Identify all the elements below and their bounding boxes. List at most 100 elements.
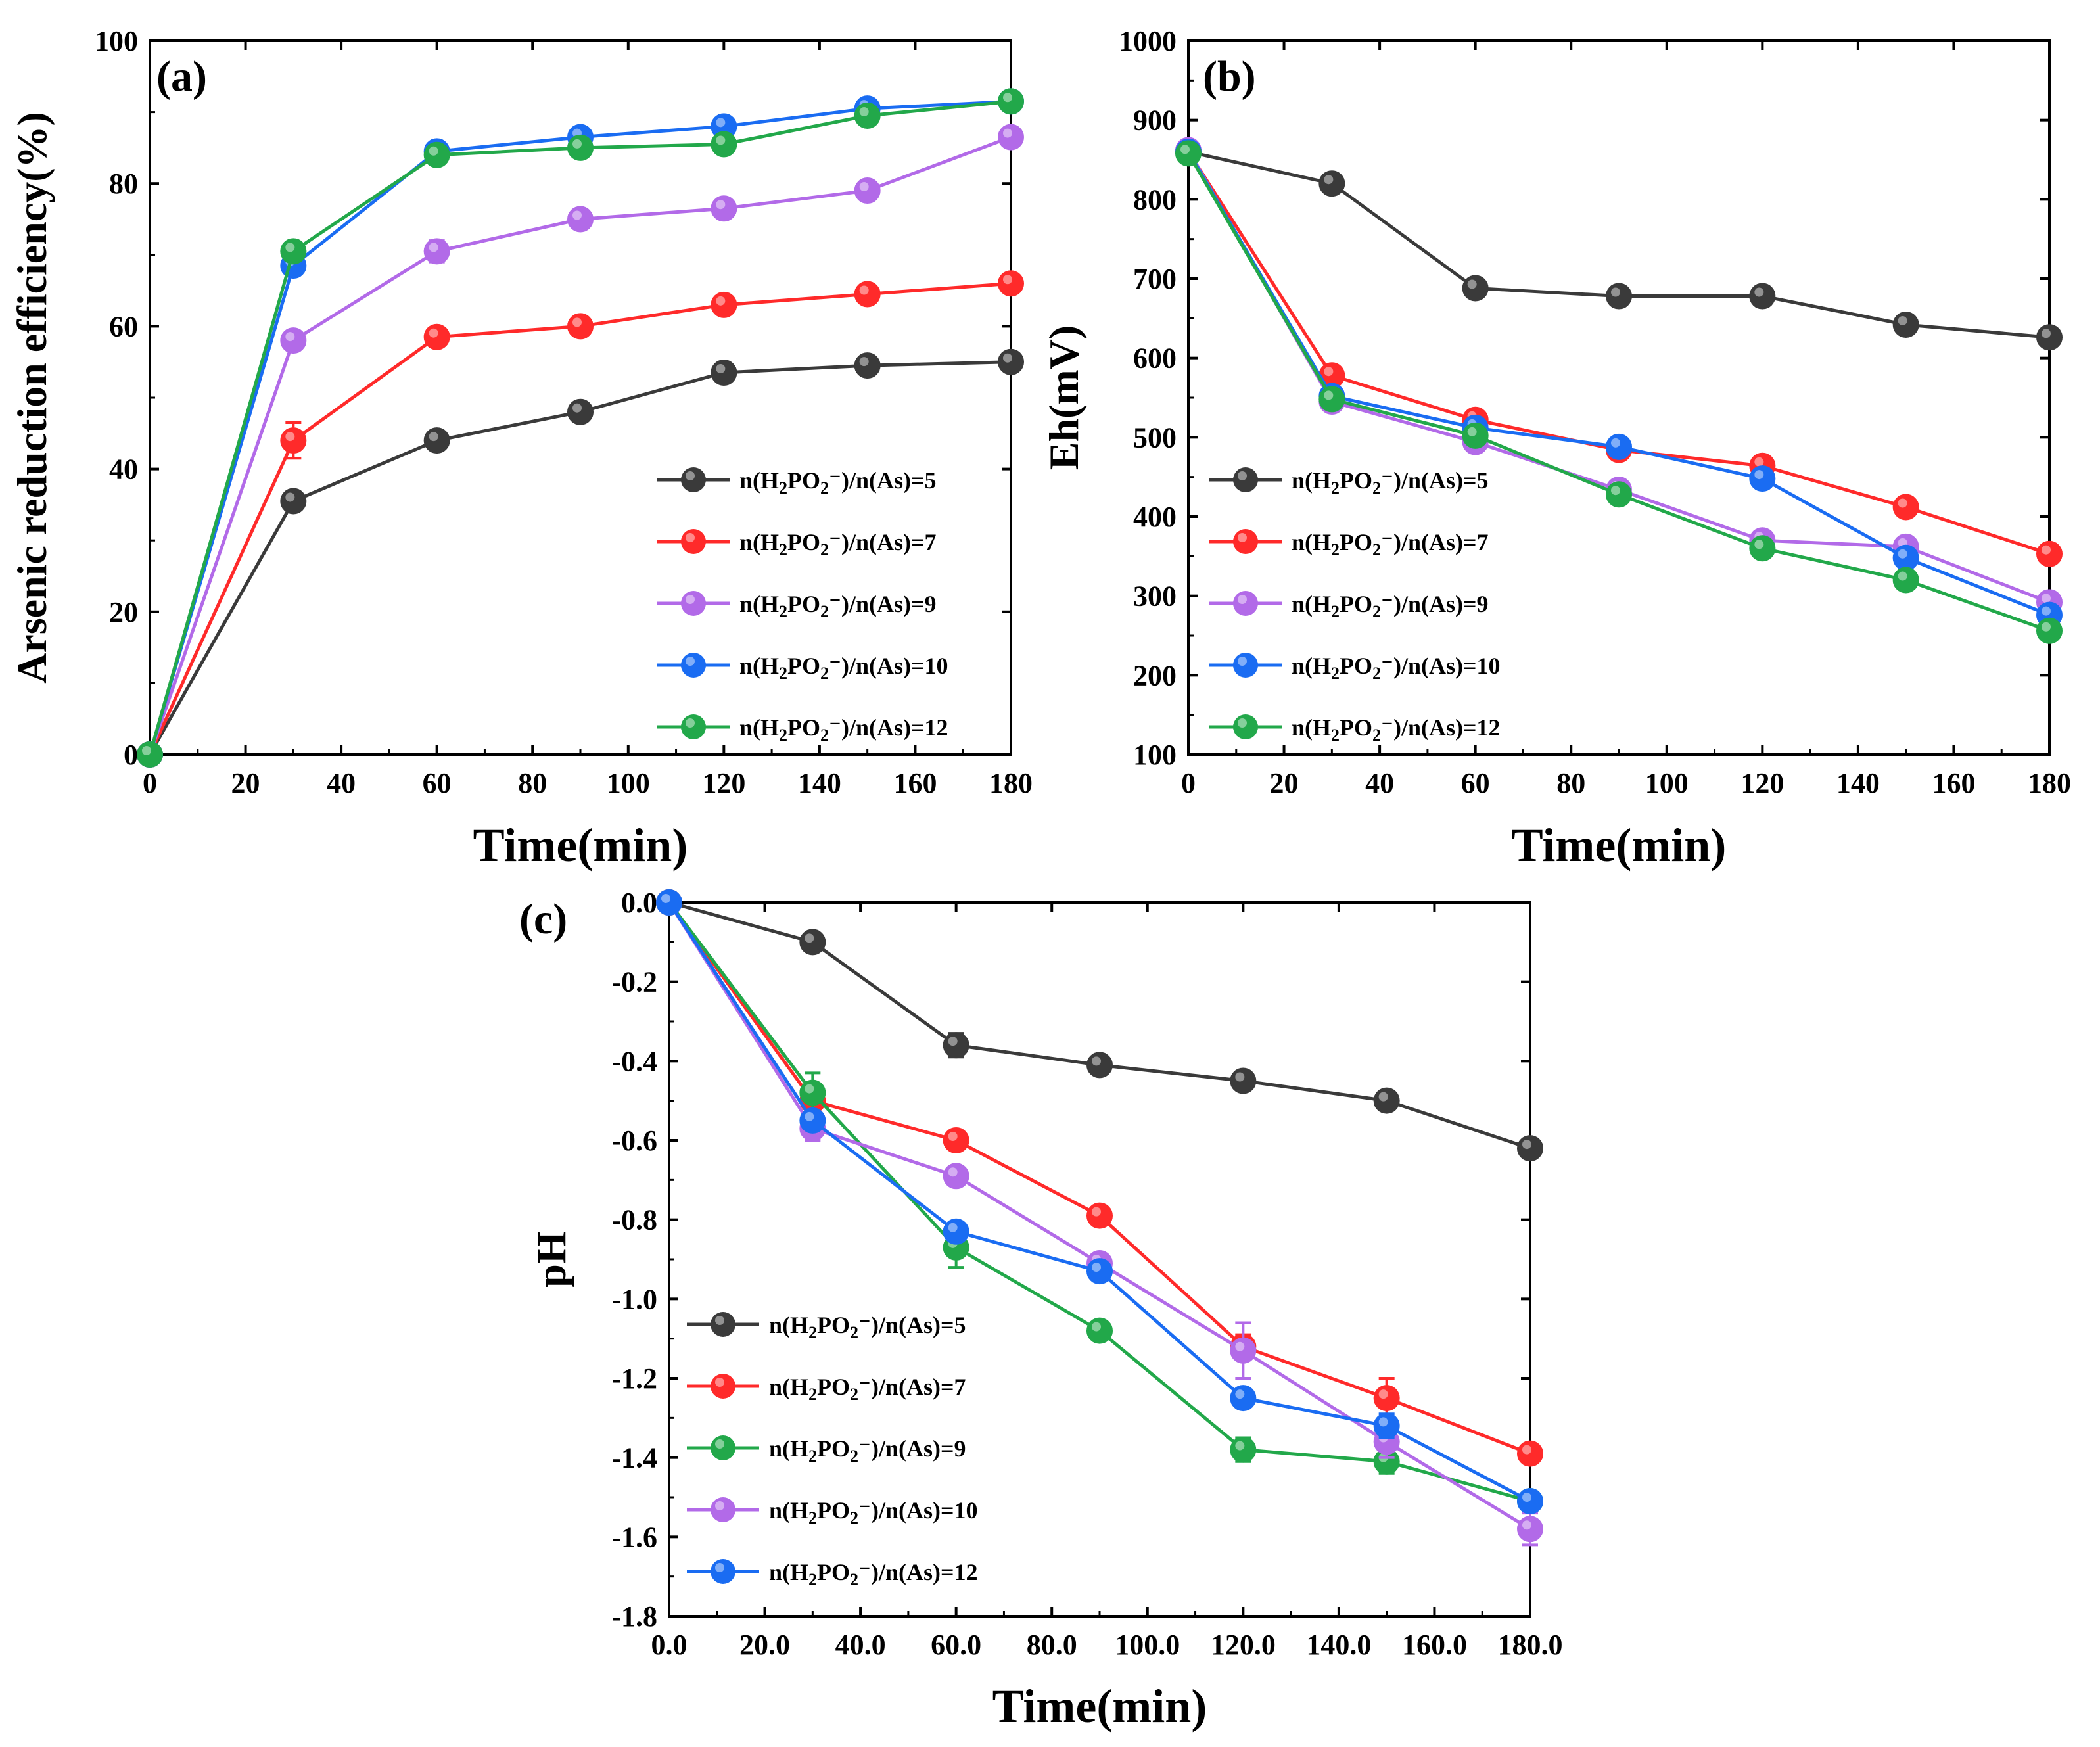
- data-point: [1462, 422, 1489, 449]
- legend-marker: [681, 529, 706, 554]
- series-line: [667, 901, 1531, 1503]
- data-point: [1606, 283, 1632, 310]
- legend-marker-highlight: [1238, 533, 1247, 542]
- x-tick-label: 0: [143, 767, 157, 799]
- data-point-highlight: [1378, 1389, 1388, 1399]
- x-tick-label: 40: [1365, 767, 1394, 799]
- data-point: [799, 929, 826, 956]
- legend: n(H2PO2⁻)/n(As)=5 n(H2PO2⁻)/n(As)=7 n(H2PO…: [1209, 467, 1501, 745]
- legend-label: n(H2PO2⁻)/n(As)=10: [739, 653, 948, 683]
- legend-marker: [1233, 714, 1258, 739]
- legend-label: n(H2PO2⁻)/n(As)=9: [739, 591, 937, 621]
- legend-label: n(H2PO2⁻)/n(As)=9: [769, 1435, 966, 1466]
- x-tick-label: 20: [231, 767, 260, 799]
- series-5: [656, 889, 1543, 1515]
- x-tick-label: 100.0: [1115, 1629, 1180, 1661]
- data-point-highlight: [1378, 1417, 1388, 1427]
- y-tick-label: 900: [1133, 105, 1177, 137]
- legend-label: n(H2PO2⁻)/n(As)=12: [1292, 714, 1501, 745]
- x-tick-label: 120: [1740, 767, 1784, 799]
- data-point: [711, 291, 737, 318]
- legend-marker-highlight: [715, 1378, 724, 1387]
- data-point-highlight: [1092, 1207, 1101, 1217]
- data-point-highlight: [142, 746, 151, 755]
- data-point-highlight: [1092, 1056, 1101, 1066]
- series-2: [137, 270, 1024, 768]
- x-tick-label: 80.0: [1027, 1629, 1077, 1661]
- y-tick-label: 300: [1133, 580, 1177, 613]
- y-tick-label: -1.2: [611, 1363, 657, 1395]
- data-point: [943, 1032, 969, 1059]
- y-tick-label: 100: [95, 25, 138, 57]
- series-line: [667, 901, 1531, 1455]
- x-tick-label: 60.0: [931, 1629, 981, 1661]
- data-point: [1086, 1317, 1113, 1344]
- legend-marker: [711, 1374, 735, 1399]
- legend-marker-highlight: [1238, 595, 1247, 604]
- data-point-highlight: [1754, 287, 1764, 297]
- series-line: [1188, 150, 2050, 339]
- data-point-highlight: [859, 182, 869, 192]
- y-tick-label: 800: [1133, 183, 1177, 216]
- x-tick-label: 0: [1181, 767, 1196, 799]
- data-point: [2036, 617, 2063, 644]
- data-point-highlight: [948, 1223, 958, 1232]
- y-tick-label: 1000: [1119, 25, 1177, 57]
- legend-label: n(H2PO2⁻)/n(As)=7: [1292, 529, 1489, 559]
- data-point: [854, 281, 881, 308]
- data-point: [998, 124, 1024, 151]
- data-point: [1892, 567, 1919, 594]
- legend-marker: [711, 1559, 735, 1584]
- legend-marker-highlight: [686, 718, 695, 728]
- data-point: [711, 359, 737, 386]
- x-tick-label: 40.0: [835, 1629, 886, 1661]
- data-point-highlight: [285, 432, 295, 442]
- y-tick-label: 0.0: [621, 887, 657, 919]
- data-point: [1749, 535, 1776, 562]
- data-point: [1373, 1385, 1400, 1412]
- series-line: [148, 281, 1012, 756]
- legend-marker: [681, 467, 706, 492]
- data-point-highlight: [2042, 329, 2051, 338]
- y-tick-label: -1.4: [611, 1442, 657, 1474]
- data-point: [280, 238, 307, 265]
- data-point: [1749, 283, 1776, 310]
- legend-label: n(H2PO2⁻)/n(As)=5: [769, 1312, 966, 1342]
- series-3: [656, 889, 1543, 1515]
- legend-label: n(H2PO2⁻)/n(As)=9: [1292, 591, 1489, 621]
- legend-marker-highlight: [1238, 471, 1247, 480]
- series-line: [1186, 152, 2050, 633]
- legend-marker: [711, 1435, 735, 1460]
- legend-label: n(H2PO2⁻)/n(As)=5: [1292, 467, 1489, 498]
- data-point: [943, 1163, 969, 1190]
- data-point: [1892, 544, 1919, 571]
- data-point: [1606, 433, 1632, 460]
- data-point-highlight: [1898, 571, 1907, 581]
- y-tick-label: 40: [109, 454, 138, 486]
- data-point: [1230, 1067, 1257, 1094]
- data-point: [1086, 1052, 1113, 1079]
- data-point: [1318, 386, 1345, 413]
- data-point: [280, 427, 307, 454]
- data-point-highlight: [1324, 390, 1334, 400]
- data-point-highlight: [572, 210, 582, 220]
- legend-marker: [1233, 529, 1258, 554]
- data-point-highlight: [429, 432, 438, 442]
- data-point: [567, 398, 594, 425]
- y-tick-label: 200: [1133, 659, 1177, 691]
- data-point: [1318, 170, 1345, 197]
- x-tick-label: 80: [1556, 767, 1585, 799]
- x-tick-label: 100: [1645, 767, 1689, 799]
- data-point-highlight: [2042, 594, 2051, 603]
- data-point: [1517, 1440, 1543, 1467]
- data-point: [711, 195, 737, 222]
- series-line: [668, 900, 1531, 1150]
- data-point: [1230, 1436, 1257, 1463]
- legend-marker: [711, 1497, 735, 1522]
- y-axis-title: Arsenic reduction efficiency(%): [9, 112, 55, 684]
- data-point-highlight: [285, 332, 295, 342]
- data-point: [656, 889, 682, 916]
- legend-marker-highlight: [715, 1501, 724, 1510]
- data-point: [423, 427, 450, 454]
- chart-panel-b: 0 20 40 60 80 100 120 140 160 180 100 200 300 400 500 6…: [1040, 25, 2071, 872]
